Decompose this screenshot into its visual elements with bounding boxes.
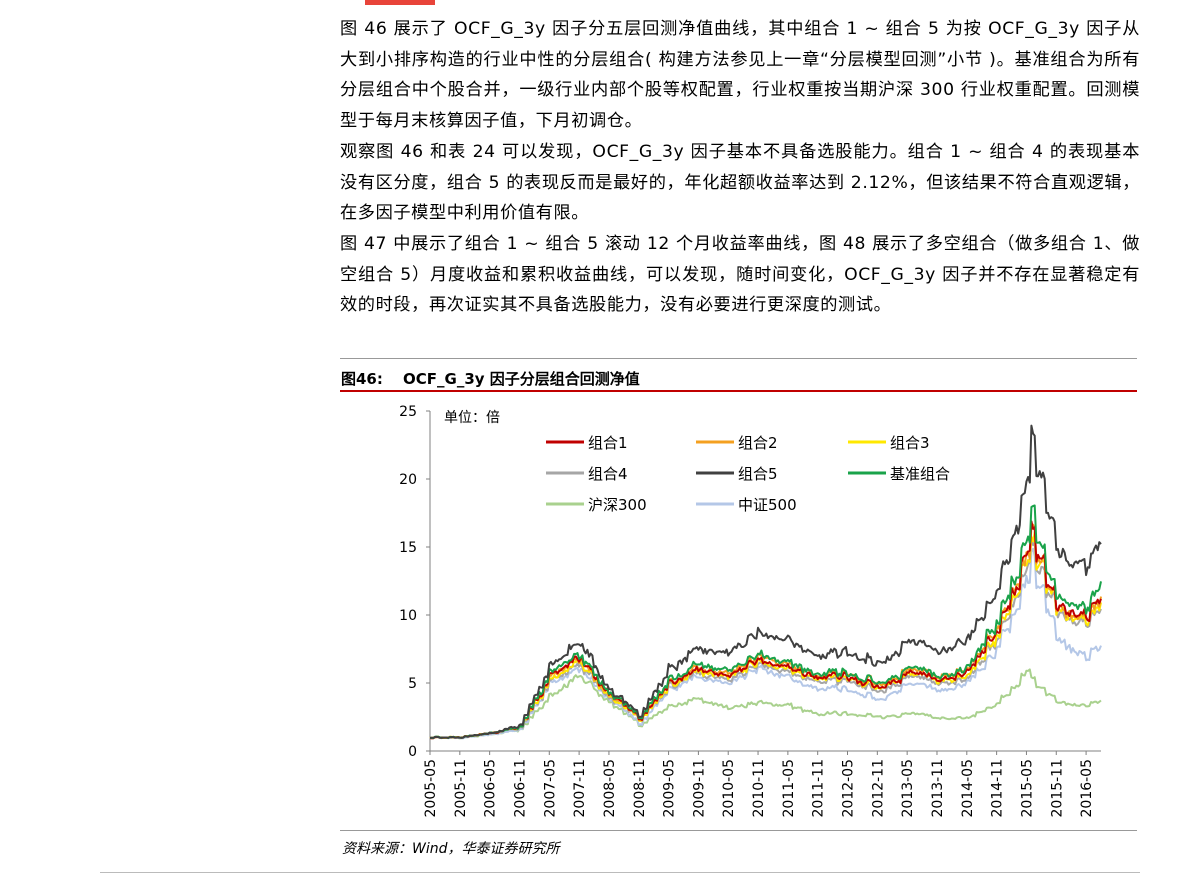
x-tick-label: 2016-05 [1079, 759, 1095, 818]
x-tick-label: 2015-05 [1019, 759, 1035, 818]
chart-axes: 0 5 10 15 20 25 2005-05 2005-11 2006-05 2006-11 20… [399, 404, 1101, 818]
legend-label: 组合1 [588, 434, 628, 452]
y-tick-label: 5 [408, 676, 417, 692]
x-tick-label: 2009-05 [662, 759, 678, 818]
series-line-1 [429, 520, 1102, 740]
y-tick-label: 25 [399, 404, 417, 420]
series-line-5 [429, 424, 1102, 739]
x-tick-label: 2005-05 [423, 759, 439, 818]
x-tick-label: 2014-11 [990, 759, 1006, 818]
figure-bottom-rule [340, 830, 1137, 831]
legend-label: 沪深300 [588, 496, 647, 514]
header-accent-bar [365, 0, 435, 5]
figure-title: 图46: OCF_G_3y 因子分层组合回测净值 [341, 368, 640, 389]
x-tick-label: 2007-11 [572, 759, 588, 818]
chart-unit-label: 单位：倍 [444, 410, 500, 426]
y-tick-label: 20 [399, 472, 417, 488]
nav-line-chart: 0 5 10 15 20 25 2005-05 2005-11 2006-05 2006-11 20… [399, 404, 1102, 818]
paragraph-3: 图 47 中展示了组合 1 ~ 组合 5 滚动 12 个月收益率曲线，图 48 … [340, 233, 1140, 316]
paragraph-2: 观察图 46 和表 24 可以发现，OCF_G_3y 因子基本不具备选股能力。组… [340, 141, 1140, 224]
figure-title-rule [340, 390, 1137, 392]
x-tick-label: 2010-11 [751, 759, 767, 818]
legend-label: 基准组合 [890, 465, 950, 483]
series-line-6 [430, 504, 1102, 740]
y-tick-label: 15 [399, 540, 417, 556]
legend-label: 中证500 [738, 496, 797, 514]
x-tick-label: 2005-11 [453, 759, 469, 818]
chart-series-lines [429, 424, 1102, 740]
legend-label: 组合5 [738, 465, 778, 483]
legend-label: 组合3 [890, 434, 930, 452]
page-footer-rule [100, 872, 1140, 873]
series-line-7 [429, 668, 1102, 740]
x-tick-label: 2008-05 [602, 759, 618, 818]
x-tick-label: 2006-05 [483, 759, 499, 818]
y-tick-label: 0 [408, 744, 417, 760]
x-tick-label: 2010-05 [721, 759, 737, 818]
x-tick-label: 2012-11 [870, 759, 886, 818]
figure-source: 资料来源：Wind，华泰证券研究所 [342, 841, 560, 857]
x-tick-label: 2008-11 [632, 759, 648, 818]
series-line-4 [429, 536, 1102, 740]
figure-number: 图46: [341, 370, 383, 388]
x-tick-label: 2015-11 [1049, 759, 1065, 818]
x-tick-label: 2007-05 [542, 759, 558, 818]
paragraph-1: 图 46 展示了 OCF_G_3y 因子分五层回测净值曲线，其中组合 1 ~ 组… [340, 19, 1140, 132]
legend-label: 组合4 [588, 465, 628, 483]
x-tick-label: 2011-11 [811, 759, 827, 818]
x-tick-label: 2013-11 [930, 759, 946, 818]
x-tick-label: 2011-05 [781, 759, 797, 818]
x-tick-label: 2012-05 [841, 759, 857, 818]
x-tick-label: 2006-11 [512, 759, 528, 818]
x-tick-label: 2013-05 [900, 759, 916, 818]
legend-label: 组合2 [738, 434, 778, 452]
x-tick-label: 2014-05 [960, 759, 976, 818]
figure-title-text: OCF_G_3y 因子分层组合回测净值 [403, 370, 640, 388]
body-text: 图 46 展示了 OCF_G_3y 因子分五层回测净值曲线，其中组合 1 ~ 组… [340, 14, 1140, 321]
x-tick-label: 2009-11 [691, 759, 707, 818]
y-tick-label: 10 [399, 608, 417, 624]
figure-top-rule [340, 358, 1137, 359]
